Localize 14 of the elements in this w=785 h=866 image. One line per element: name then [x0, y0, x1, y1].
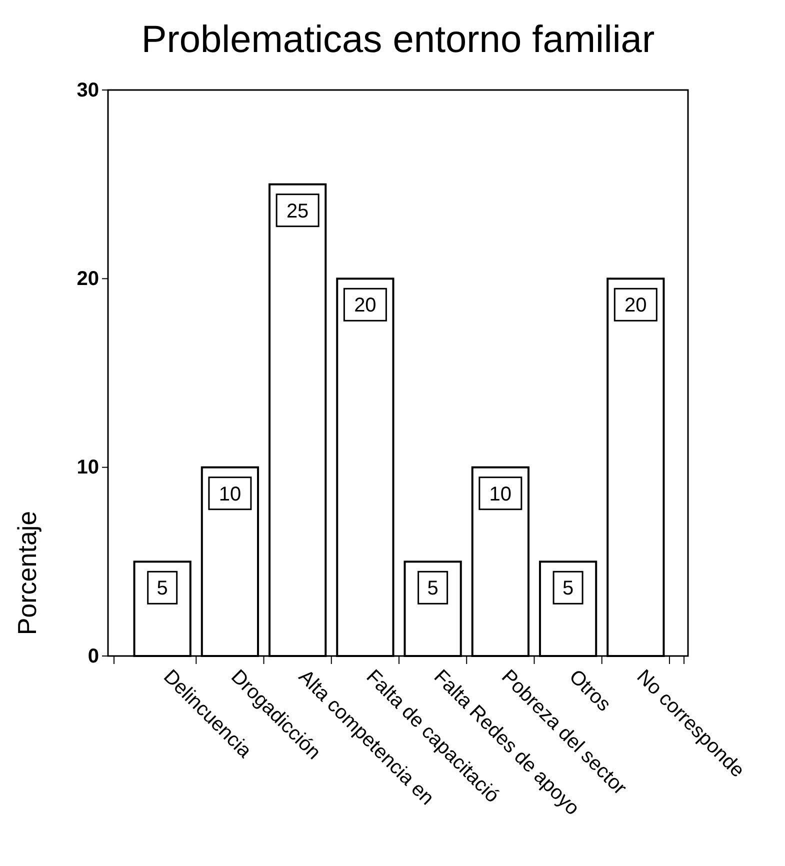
y-tick-label: 20: [76, 268, 99, 290]
data-label: 5: [427, 578, 438, 600]
data-label: 20: [354, 294, 376, 317]
data-label: 20: [624, 294, 647, 317]
data-label: 10: [218, 483, 242, 506]
y-tick-label: 10: [76, 456, 99, 479]
data-label: 25: [286, 200, 309, 222]
data-label: 10: [489, 483, 512, 506]
data-label: 5: [156, 578, 168, 600]
y-tick-label: 0: [88, 645, 99, 668]
chart-title: Problematicas entorno familiar: [141, 19, 655, 61]
y-axis-title: Porcentaje: [12, 510, 42, 636]
y-tick-label: 30: [76, 79, 99, 102]
data-label: 5: [562, 578, 574, 600]
